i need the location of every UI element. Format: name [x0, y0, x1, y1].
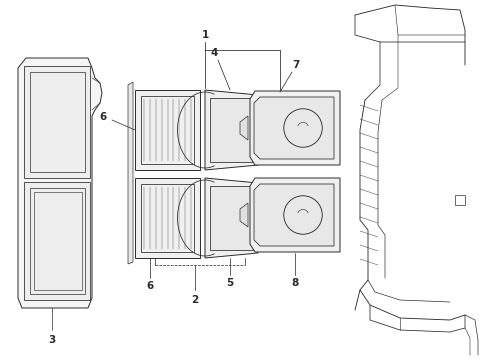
Text: 8: 8 [292, 278, 298, 288]
Polygon shape [205, 90, 258, 170]
Polygon shape [250, 91, 340, 165]
Polygon shape [135, 90, 200, 170]
Polygon shape [210, 186, 253, 250]
Text: 7: 7 [293, 60, 300, 70]
Polygon shape [205, 178, 258, 258]
Polygon shape [128, 82, 133, 264]
Text: 6: 6 [99, 112, 107, 122]
Polygon shape [240, 203, 248, 227]
Text: 2: 2 [192, 295, 198, 305]
Polygon shape [24, 66, 90, 178]
Text: 3: 3 [49, 335, 56, 345]
Text: 6: 6 [147, 281, 154, 291]
Text: 1: 1 [201, 30, 209, 40]
Polygon shape [18, 58, 102, 308]
Polygon shape [135, 178, 200, 258]
Polygon shape [250, 178, 340, 252]
Text: 4: 4 [210, 48, 218, 58]
Polygon shape [254, 97, 334, 159]
Text: 5: 5 [226, 278, 234, 288]
Polygon shape [254, 184, 334, 246]
Polygon shape [24, 182, 90, 300]
Polygon shape [240, 116, 248, 140]
Polygon shape [210, 98, 253, 162]
